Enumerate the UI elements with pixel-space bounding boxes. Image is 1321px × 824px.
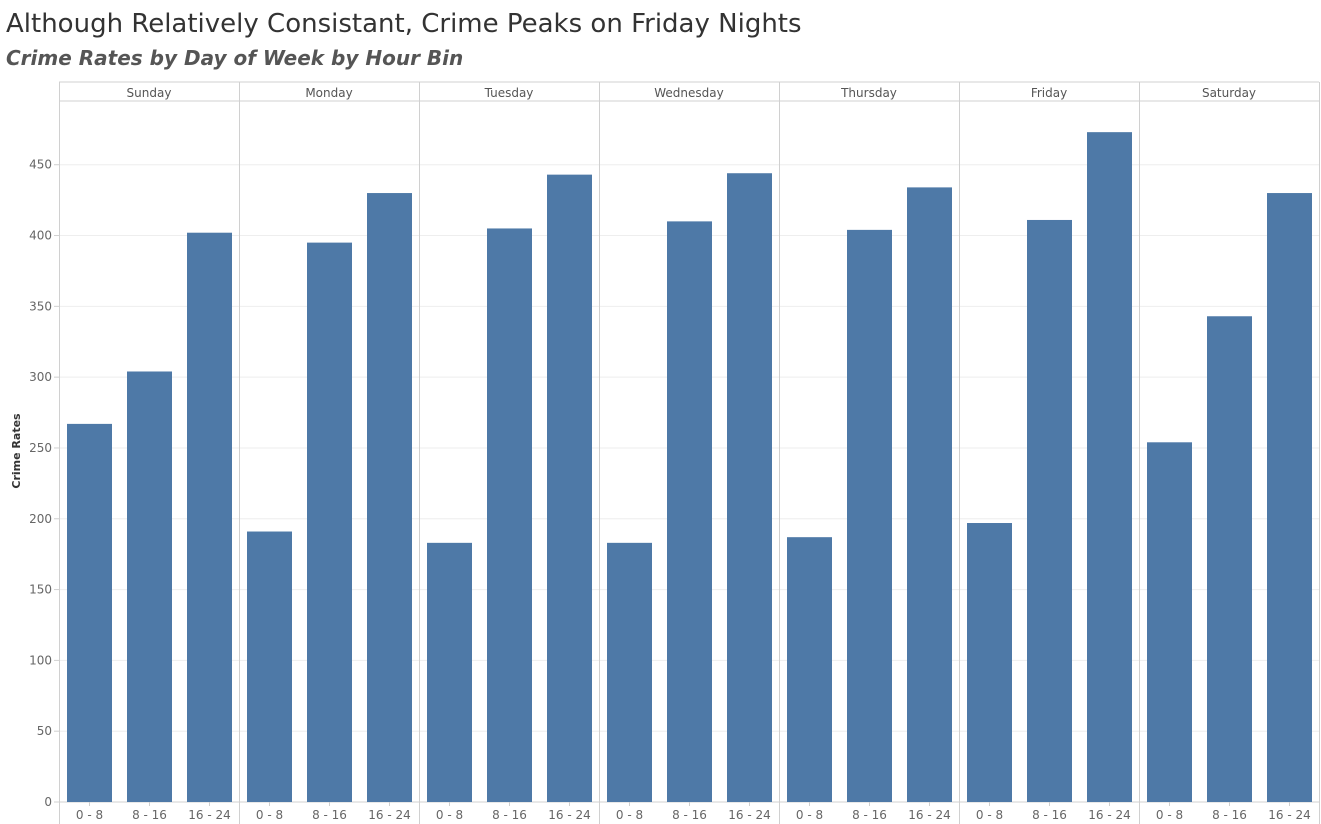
- chart-title: Although Relatively Consistant, Crime Pe…: [6, 9, 802, 39]
- x-tick-label: 0 - 8: [256, 808, 283, 822]
- x-tick-label: 0 - 8: [76, 808, 103, 822]
- x-tick-label: 16 - 24: [1088, 808, 1131, 822]
- bar-sunday-0: [67, 423, 112, 802]
- bar-monday-1: [307, 242, 352, 803]
- bar-friday-2: [1087, 132, 1132, 803]
- x-tick-label: 8 - 16: [672, 808, 707, 822]
- bar-wednesday-0: [607, 542, 652, 802]
- bar-thursday-2: [907, 187, 952, 802]
- panel-header-thursday: Thursday: [840, 86, 897, 100]
- y-tick-label: 300: [29, 370, 52, 384]
- bar-sunday-1: [127, 371, 172, 802]
- bar-monday-0: [247, 531, 292, 802]
- bar-tuesday-0: [427, 542, 472, 802]
- y-tick-label: 150: [29, 583, 52, 597]
- bar-tuesday-1: [487, 228, 532, 803]
- x-tick-label: 16 - 24: [908, 808, 951, 822]
- bars: [67, 132, 1312, 803]
- x-tick-label: 0 - 8: [1156, 808, 1183, 822]
- y-tick-label: 400: [29, 229, 52, 243]
- y-tick-label: 100: [29, 653, 52, 667]
- x-tick-label: 8 - 16: [1032, 808, 1067, 822]
- x-tick-label: 8 - 16: [312, 808, 347, 822]
- y-tick-label: 250: [29, 441, 52, 455]
- chart-subtitle: Crime Rates by Day of Week by Hour Bin: [6, 46, 464, 70]
- x-tick-label: 8 - 16: [852, 808, 887, 822]
- axes: 0 50 100 150 200 250 300 350 400 450 0 - 8 8 - 16 16…: [29, 158, 1311, 822]
- bar-tuesday-2: [547, 174, 592, 803]
- x-tick-label: 8 - 16: [492, 808, 527, 822]
- panel-header-tuesday: Tuesday: [484, 86, 534, 100]
- x-tick-label: 0 - 8: [976, 808, 1003, 822]
- bar-thursday-0: [787, 537, 832, 802]
- x-tick-label: 8 - 16: [1212, 808, 1247, 822]
- y-tick-label: 0: [44, 795, 52, 809]
- bar-thursday-1: [847, 229, 892, 802]
- panel-header-saturday: Saturday: [1202, 86, 1256, 100]
- y-tick-label: 200: [29, 512, 52, 526]
- y-tick-label: 50: [37, 724, 52, 738]
- bar-saturday-0: [1147, 442, 1192, 802]
- x-tick-label: 0 - 8: [796, 808, 823, 822]
- x-tick-label: 8 - 16: [132, 808, 167, 822]
- x-tick-label: 16 - 24: [1268, 808, 1311, 822]
- panel-header-wednesday: Wednesday: [654, 86, 723, 100]
- bar-wednesday-1: [667, 221, 712, 803]
- panel-header-sunday: Sunday: [127, 86, 172, 100]
- bar-saturday-1: [1207, 316, 1252, 802]
- bar-friday-1: [1027, 219, 1072, 802]
- bar-wednesday-2: [727, 173, 772, 802]
- bar-saturday-2: [1267, 193, 1312, 802]
- y-tick-label: 350: [29, 299, 52, 313]
- panel-header-friday: Friday: [1031, 86, 1067, 100]
- x-tick-label: 16 - 24: [728, 808, 771, 822]
- x-tick-label: 0 - 8: [616, 808, 643, 822]
- panel-header-monday: Monday: [305, 86, 352, 100]
- bar-friday-0: [967, 523, 1012, 802]
- x-tick-label: 0 - 8: [436, 808, 463, 822]
- y-axis-label: Crime Rates: [10, 413, 23, 489]
- x-tick-label: 16 - 24: [188, 808, 231, 822]
- x-tick-label: 16 - 24: [548, 808, 591, 822]
- y-tick-label: 450: [29, 158, 52, 172]
- bar-monday-2: [367, 193, 412, 802]
- bar-sunday-2: [187, 232, 232, 803]
- x-tick-label: 16 - 24: [368, 808, 411, 822]
